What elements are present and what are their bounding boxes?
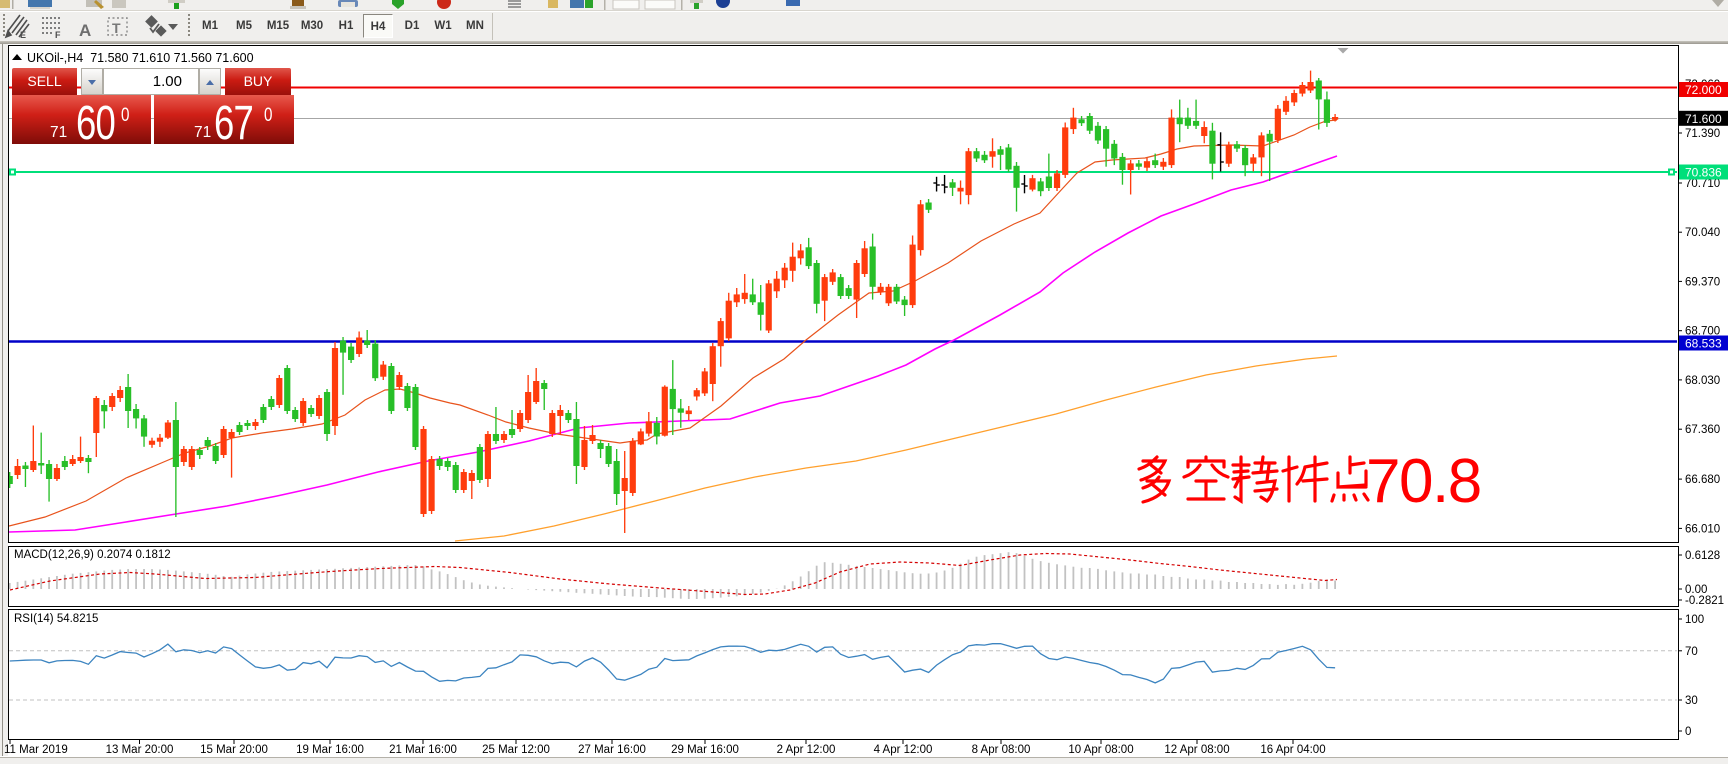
svg-text:68.030: 68.030	[1685, 375, 1720, 387]
svg-text:4 Apr 12:00: 4 Apr 12:00	[874, 744, 933, 756]
svg-text:UKOil-,H4 71.580 71.610 71.56: UKOil-,H4 71.580 71.610 71.560 71.600	[27, 51, 254, 65]
svg-text:-0.2821: -0.2821	[1685, 595, 1724, 607]
svg-text:2 Apr 12:00: 2 Apr 12:00	[777, 744, 836, 756]
svg-text:69.370: 69.370	[1685, 276, 1720, 288]
svg-text:72.000: 72.000	[1685, 83, 1722, 97]
svg-text:30: 30	[1685, 695, 1698, 707]
svg-text:T: T	[112, 20, 121, 36]
svg-text:19 Mar 16:00: 19 Mar 16:00	[296, 744, 364, 756]
svg-text:8 Apr 08:00: 8 Apr 08:00	[972, 744, 1031, 756]
svg-text:15 Mar 20:00: 15 Mar 20:00	[200, 744, 268, 756]
svg-text:10 Apr 08:00: 10 Apr 08:00	[1068, 744, 1133, 756]
svg-text:12 Apr 08:00: 12 Apr 08:00	[1164, 744, 1229, 756]
svg-text:100: 100	[1685, 614, 1704, 626]
svg-text:F: F	[55, 30, 61, 40]
svg-text:0.00: 0.00	[1685, 584, 1707, 596]
svg-text:68.700: 68.700	[1685, 326, 1720, 338]
svg-text:70.836: 70.836	[1685, 166, 1722, 180]
svg-text:66.010: 66.010	[1685, 523, 1720, 535]
svg-text:25 Mar 12:00: 25 Mar 12:00	[482, 744, 550, 756]
svg-text:70.040: 70.040	[1685, 227, 1720, 239]
svg-text:68.533: 68.533	[1685, 337, 1722, 351]
svg-text:70.710: 70.710	[1685, 178, 1720, 190]
svg-text:66.680: 66.680	[1685, 474, 1720, 486]
svg-text:21 Mar 16:00: 21 Mar 16:00	[389, 744, 457, 756]
svg-text:67.360: 67.360	[1685, 424, 1720, 436]
svg-text:A: A	[79, 21, 91, 40]
svg-text:0: 0	[1685, 726, 1691, 738]
svg-text:13 Mar 20:00: 13 Mar 20:00	[106, 744, 174, 756]
svg-text:29 Mar 16:00: 29 Mar 16:00	[671, 744, 739, 756]
svg-text:RSI(14) 54.8215: RSI(14) 54.8215	[14, 613, 98, 625]
svg-text:0.6128: 0.6128	[1685, 550, 1720, 562]
svg-text:70: 70	[1685, 646, 1698, 658]
svg-text:71.390: 71.390	[1685, 128, 1720, 140]
svg-text:27 Mar 16:00: 27 Mar 16:00	[578, 744, 646, 756]
svg-text:70.8: 70.8	[1366, 447, 1481, 516]
svg-text:MACD(12,26,9) 0.2074 0.1812: MACD(12,26,9) 0.2074 0.1812	[14, 549, 171, 561]
svg-text:16 Apr 04:00: 16 Apr 04:00	[1260, 744, 1325, 756]
svg-text:E: E	[20, 30, 26, 40]
svg-text:11 Mar 2019: 11 Mar 2019	[4, 744, 68, 756]
svg-text:71.600: 71.600	[1685, 112, 1722, 126]
